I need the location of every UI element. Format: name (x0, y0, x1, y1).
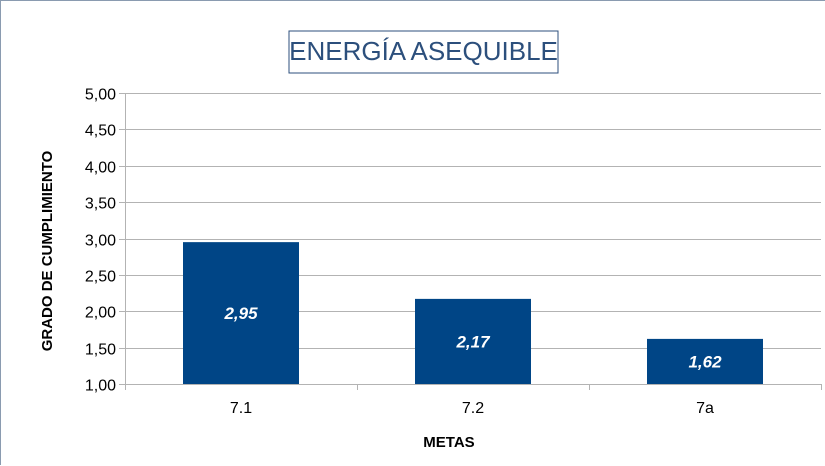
y-tick-label: 5,00 (85, 87, 116, 104)
chart-title-border (288, 30, 559, 74)
y-tick-label: 4,00 (85, 160, 116, 177)
y-tick-label: 2,00 (85, 305, 116, 322)
data-labels: 2,95 2,17 1,62 (223, 304, 722, 371)
y-tick-label: 1,50 (85, 342, 116, 359)
axes (119, 93, 822, 390)
x-tick-label: 7.2 (462, 400, 484, 417)
bars (183, 242, 763, 384)
x-tick-label: 7a (696, 400, 714, 417)
y-axis-title: GRADO DE CUMPLIMIENTO (39, 150, 56, 351)
bar (415, 298, 531, 384)
x-axis-title: METAS (423, 434, 474, 451)
chart-title-box: ENERGÍA ASEQUIBLE (288, 30, 559, 74)
x-tick-label: 7.1 (230, 400, 252, 417)
y-tick-label: 3,50 (85, 196, 116, 213)
y-tick-label: 3,00 (85, 233, 116, 250)
bar (183, 242, 299, 384)
data-label: 2,95 (223, 304, 258, 323)
tick-labels: 1,00 1,50 2,00 2,50 3,00 3,50 4,00 4,50 5,00 7.1 7… (85, 87, 714, 418)
y-tick-label: 4,50 (85, 123, 116, 140)
y-tick-label: 1,00 (85, 378, 116, 395)
chart-title: ENERGÍA ASEQUIBLE (289, 36, 558, 66)
data-label: 1,62 (688, 352, 722, 371)
bar (647, 338, 763, 384)
data-label: 2,17 (455, 332, 491, 351)
y-tick-label: 2,50 (85, 269, 116, 286)
